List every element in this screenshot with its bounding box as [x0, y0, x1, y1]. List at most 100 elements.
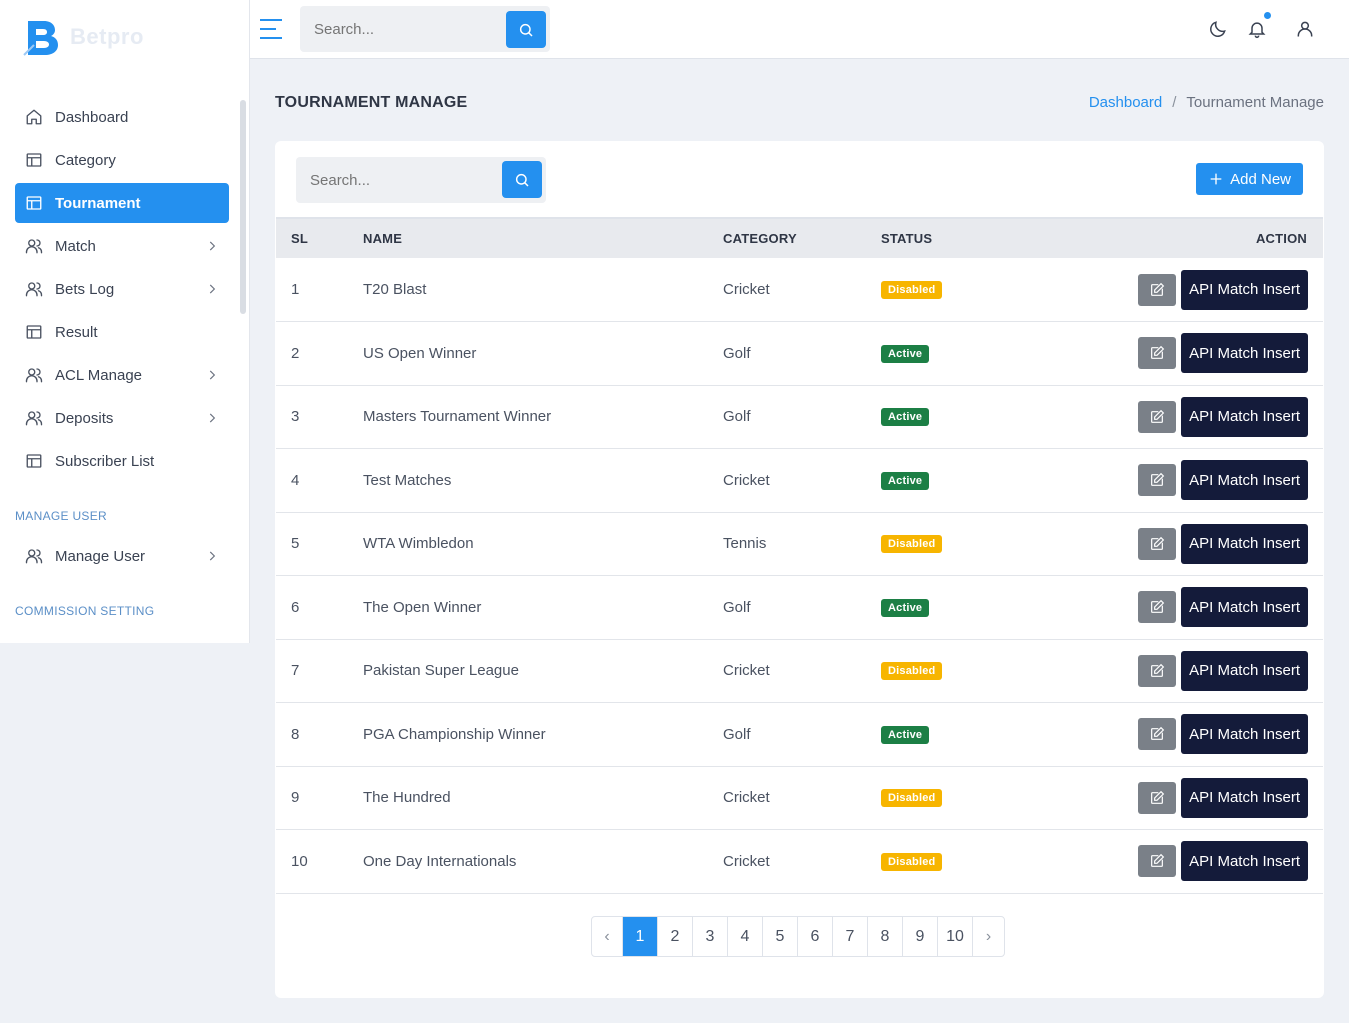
- api-match-insert-button[interactable]: API Match Insert: [1181, 714, 1308, 755]
- layout-icon: [25, 452, 43, 470]
- cell-action: API Match Insert: [1081, 703, 1323, 767]
- dark-mode-moon-icon[interactable]: [1208, 19, 1228, 39]
- edit-button[interactable]: [1138, 527, 1177, 560]
- user-profile-icon[interactable]: [1295, 19, 1315, 39]
- top-search-button[interactable]: [506, 11, 546, 48]
- cell-sl: 1: [291, 281, 300, 298]
- chevron-right-icon: [205, 549, 219, 563]
- table-row: 4 Test Matches Cricket Active API Match Inse…: [276, 449, 1323, 513]
- pagination-page-6[interactable]: 6: [798, 917, 833, 956]
- users-icon: [25, 280, 43, 298]
- topbar: [250, 0, 1349, 59]
- cell-status: Disabled: [881, 830, 1081, 894]
- sidebar-item-label: Subscriber List: [55, 452, 155, 470]
- api-match-insert-button[interactable]: API Match Insert: [1181, 523, 1308, 564]
- pagination-page-8[interactable]: 8: [868, 917, 903, 956]
- edit-icon: [1151, 854, 1165, 868]
- edit-icon: [1151, 790, 1165, 804]
- cell-sl: 5: [291, 535, 300, 553]
- sidebar-item-acl-manage[interactable]: ACL Manage: [15, 355, 229, 395]
- sidebar-item-bets-log[interactable]: Bets Log: [15, 269, 229, 309]
- pagination-page-1[interactable]: 1: [623, 917, 658, 956]
- api-match-insert-button[interactable]: API Match Insert: [1181, 841, 1308, 882]
- edit-button[interactable]: [1138, 337, 1177, 370]
- pagination-page-2[interactable]: 2: [658, 917, 693, 956]
- edit-button[interactable]: [1138, 400, 1177, 433]
- table-search-button[interactable]: [502, 161, 542, 198]
- edit-icon: [1151, 727, 1165, 741]
- edit-button[interactable]: [1138, 591, 1177, 624]
- notification-bell-icon[interactable]: [1247, 19, 1267, 39]
- breadcrumb-dashboard-link[interactable]: Dashboard: [1088, 94, 1163, 111]
- sidebar-item-deposits[interactable]: Deposits: [15, 398, 229, 438]
- api-match-insert-button[interactable]: API Match Insert: [1181, 777, 1308, 818]
- sidebar-item-subscriber-list[interactable]: Subscriber List: [15, 441, 229, 481]
- edit-icon: [1151, 409, 1165, 423]
- api-match-insert-button[interactable]: API Match Insert: [1181, 650, 1308, 691]
- pagination-page-4[interactable]: 4: [728, 917, 763, 956]
- column-header-status: STATUS: [881, 231, 933, 246]
- breadcrumb-current: Tournament Manage: [1186, 94, 1324, 111]
- edit-button[interactable]: [1138, 781, 1177, 814]
- pagination-page-5[interactable]: 5: [763, 917, 798, 956]
- api-match-insert-button[interactable]: API Match Insert: [1181, 269, 1308, 310]
- sidebar-item-manage-user[interactable]: Manage User: [15, 536, 229, 576]
- edit-icon: [1151, 473, 1165, 487]
- pagination-page-3[interactable]: 3: [693, 917, 728, 956]
- edit-button[interactable]: [1138, 273, 1177, 306]
- pagination-page-7[interactable]: 7: [833, 917, 868, 956]
- edit-button[interactable]: [1138, 654, 1177, 687]
- sidebar-item-dashboard[interactable]: Dashboard: [15, 97, 229, 137]
- pagination-page-10[interactable]: 10: [938, 917, 973, 956]
- edit-button[interactable]: [1138, 718, 1177, 751]
- layout-icon: [25, 151, 43, 169]
- add-new-button[interactable]: Add New: [1196, 163, 1303, 195]
- top-search-input[interactable]: [314, 20, 494, 38]
- chevron-right-icon: [205, 368, 219, 382]
- cell-sl: 6: [291, 598, 300, 616]
- cell-action: API Match Insert: [1081, 639, 1323, 703]
- status-badge: Disabled: [881, 852, 943, 871]
- api-match-insert-button[interactable]: API Match Insert: [1181, 333, 1308, 374]
- cell-action: API Match Insert: [1081, 766, 1323, 830]
- hamburger-menu-icon[interactable]: [259, 18, 283, 40]
- section-title-manage-user: MANAGE USER: [15, 509, 107, 523]
- pagination: ‹ 1 2 3 4 5 6 7 8 9 10 ›: [591, 916, 1005, 957]
- status-badge: Disabled: [881, 535, 943, 554]
- table-row: 9 The Hundred Cricket Disabled API Match Ins…: [276, 766, 1323, 830]
- sidebar-item-tournament[interactable]: Tournament: [15, 183, 229, 223]
- cell-category: Cricket: [723, 662, 770, 680]
- sidebar-item-category[interactable]: Category: [15, 140, 229, 180]
- pagination-page-9[interactable]: 9: [903, 917, 938, 956]
- cell-status: Active: [881, 449, 1081, 513]
- cell-category: Cricket: [723, 281, 770, 298]
- table-row: 7 Pakistan Super League Cricket Disabled API…: [276, 639, 1323, 703]
- sidebar-item-match[interactable]: Match: [15, 226, 229, 266]
- add-new-label: Add New: [1230, 170, 1291, 188]
- sidebar: Betpro Dashboard Category Tournament Match B…: [0, 0, 250, 643]
- brand-name: Betpro: [70, 24, 144, 49]
- api-match-insert-button[interactable]: API Match Insert: [1181, 587, 1308, 628]
- cell-status: Disabled: [881, 512, 1081, 576]
- search-icon: [519, 23, 533, 37]
- pagination-prev-button[interactable]: ‹: [592, 917, 623, 956]
- status-badge: Active: [881, 408, 930, 427]
- cell-category: Golf: [723, 344, 751, 362]
- users-icon: [25, 237, 43, 255]
- cell-sl: 7: [291, 662, 300, 680]
- sidebar-item-result[interactable]: Result: [15, 312, 229, 352]
- api-match-insert-button[interactable]: API Match Insert: [1181, 396, 1308, 437]
- edit-button[interactable]: [1138, 845, 1177, 878]
- pagination-next-button[interactable]: ›: [985, 927, 992, 945]
- sidebar-scrollbar[interactable]: [240, 100, 246, 314]
- section-title-commission: COMMISSION SETTING: [15, 604, 155, 618]
- column-header-action: ACTION: [1255, 231, 1307, 246]
- api-match-insert-button[interactable]: API Match Insert: [1181, 460, 1308, 501]
- brand[interactable]: Betpro: [22, 16, 144, 58]
- users-icon: [25, 547, 43, 565]
- edit-button[interactable]: [1138, 464, 1177, 497]
- table-search-input[interactable]: [310, 171, 490, 189]
- status-badge: Disabled: [881, 281, 943, 299]
- page-title: TOURNAMENT MANAGE: [275, 94, 468, 111]
- cell-name: The Hundred: [363, 789, 451, 807]
